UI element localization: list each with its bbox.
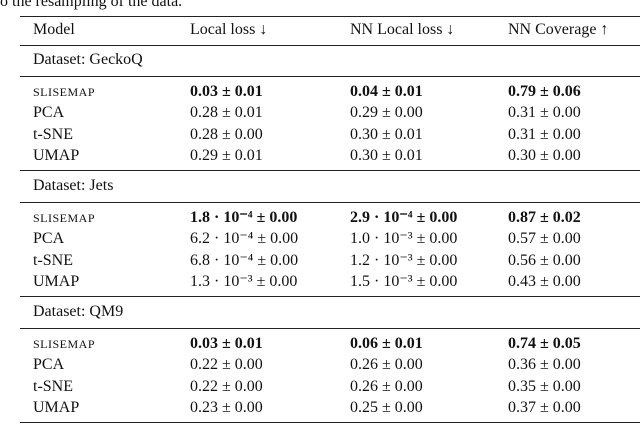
header-cell: NN Local loss ↓	[350, 21, 455, 38]
model-name: UMAP	[33, 398, 80, 416]
metric-cell: 0.29 ± 0.01	[190, 146, 263, 164]
model-name: UMAP	[33, 146, 80, 164]
group-label: Dataset: Jets	[33, 177, 114, 194]
metric-cell: 6.2 · 10⁻⁴ ± 0.00	[190, 230, 299, 248]
group-label-rule	[20, 202, 640, 203]
model-name: SLISEMAP	[33, 211, 96, 225]
bottom-rule	[20, 422, 640, 423]
metric-cell: 2.9 · 10⁻⁴ ± 0.00	[350, 209, 458, 226]
metric-cell: 0.31 ± 0.00	[508, 125, 581, 143]
metric-cell: 0.56 ± 0.00	[508, 251, 581, 269]
metric-cell: 1.2 · 10⁻³ ± 0.00	[350, 251, 458, 269]
header-cell: NN Coverage ↑	[508, 21, 609, 38]
caption-fragment: o the resampling of the data.	[0, 0, 183, 10]
metric-cell: 0.79 ± 0.06	[508, 83, 581, 100]
metric-cell: 0.03 ± 0.01	[190, 83, 263, 100]
metric-cell: 0.36 ± 0.00	[508, 356, 581, 374]
metric-cell: 1.0 · 10⁻³ ± 0.00	[350, 230, 458, 248]
metric-cell: 0.03 ± 0.01	[190, 335, 263, 352]
model-name: SLISEMAP	[33, 85, 96, 99]
header-rule	[20, 45, 640, 46]
model-name: UMAP	[33, 272, 80, 290]
header-cell: Model	[33, 21, 75, 38]
metric-cell: 0.74 ± 0.05	[508, 335, 581, 352]
group-label: Dataset: GeckoQ	[33, 51, 143, 68]
metric-cell: 0.37 ± 0.00	[508, 398, 581, 416]
metric-cell: 1.5 · 10⁻³ ± 0.00	[350, 272, 458, 290]
metric-cell: 0.31 ± 0.00	[508, 104, 581, 122]
metric-cell: 1.8 · 10⁻⁴ ± 0.00	[190, 209, 298, 226]
metric-cell: 0.30 ± 0.01	[350, 125, 423, 143]
group-label: Dataset: QM9	[33, 303, 124, 320]
header-cell: Local loss ↓	[190, 21, 268, 38]
metric-cell: 1.3 · 10⁻³ ± 0.00	[190, 272, 298, 290]
metric-cell: 0.22 ± 0.00	[190, 356, 263, 374]
metric-cell: 0.30 ± 0.00	[508, 146, 581, 164]
model-name: t-SNE	[33, 377, 73, 395]
metric-cell: 0.35 ± 0.00	[508, 377, 581, 395]
metric-cell: 0.26 ± 0.00	[350, 356, 423, 374]
model-name: t-SNE	[33, 125, 73, 143]
metric-cell: 0.26 ± 0.00	[350, 377, 423, 395]
metric-cell: 0.43 ± 0.00	[508, 272, 581, 290]
model-name: PCA	[33, 104, 65, 122]
group-label-rule	[20, 328, 640, 329]
metric-cell: 0.04 ± 0.01	[350, 83, 423, 100]
metric-cell: 0.87 ± 0.02	[508, 209, 581, 226]
model-name: PCA	[33, 230, 65, 248]
metric-cell: 6.8 · 10⁻⁴ ± 0.00	[190, 251, 299, 269]
group-rule	[20, 296, 640, 297]
model-name: SLISEMAP	[33, 337, 96, 351]
metric-cell: 0.06 ± 0.01	[350, 335, 423, 352]
group-label-rule	[20, 76, 640, 77]
metric-cell: 0.28 ± 0.01	[190, 104, 263, 122]
top-rule	[20, 16, 640, 17]
metric-cell: 0.22 ± 0.00	[190, 377, 263, 395]
metric-cell: 0.29 ± 0.00	[350, 104, 423, 122]
group-rule	[20, 170, 640, 171]
metric-cell: 0.25 ± 0.00	[350, 398, 423, 416]
metric-cell: 0.23 ± 0.00	[190, 398, 263, 416]
metric-cell: 0.57 ± 0.00	[508, 230, 581, 248]
model-name: PCA	[33, 356, 65, 374]
metric-cell: 0.28 ± 0.00	[190, 125, 263, 143]
metric-cell: 0.30 ± 0.01	[350, 146, 423, 164]
model-name: t-SNE	[33, 251, 73, 269]
